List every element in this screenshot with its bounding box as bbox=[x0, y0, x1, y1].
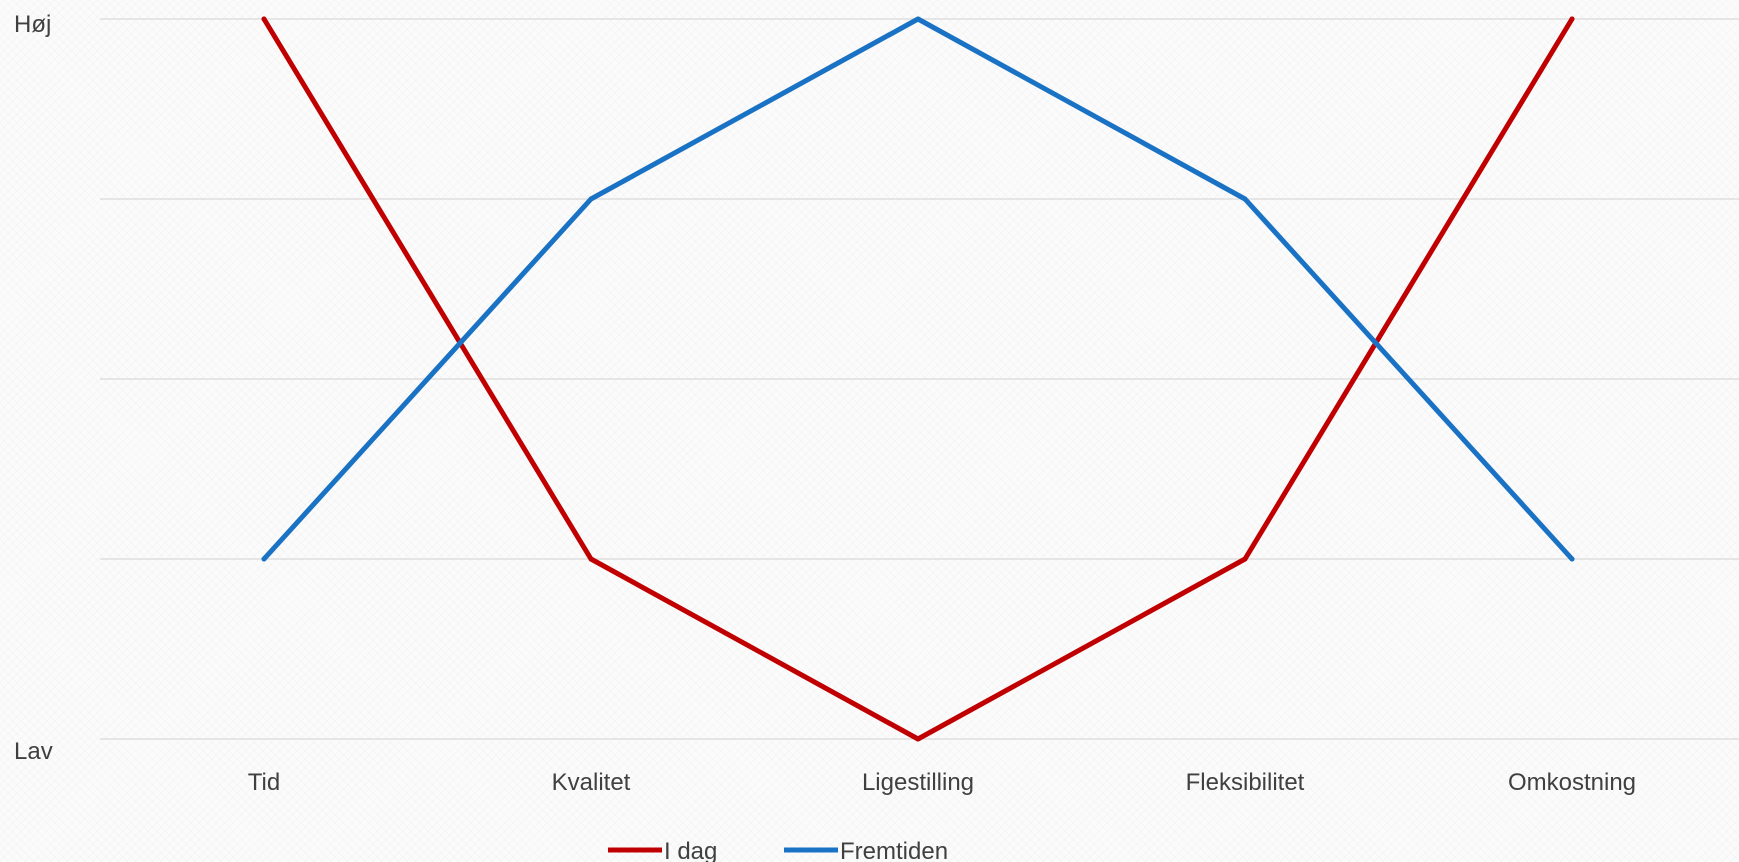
data-point bbox=[261, 16, 267, 22]
x-tick-label: Tid bbox=[248, 769, 280, 796]
legend: I dag Fremtiden bbox=[608, 838, 948, 862]
y-tick-label-high: Høj bbox=[14, 11, 51, 38]
x-tick-label: Kvalitet bbox=[552, 769, 631, 796]
data-point bbox=[915, 736, 921, 742]
legend-label-i-dag: I dag bbox=[664, 838, 717, 862]
y-tick-label-low: Lav bbox=[14, 738, 53, 765]
legend-label-fremtiden: Fremtiden bbox=[840, 838, 948, 862]
data-point bbox=[1242, 196, 1248, 202]
data-point bbox=[1242, 556, 1248, 562]
x-axis-labels: Tid Kvalitet Ligestilling Fleksibilitet Omko… bbox=[248, 769, 1636, 796]
data-point bbox=[1569, 556, 1575, 562]
data-point bbox=[588, 196, 594, 202]
series-lines bbox=[261, 16, 1575, 742]
x-tick-label: Omkostning bbox=[1508, 769, 1636, 796]
data-point bbox=[1569, 16, 1575, 22]
series-line-1 bbox=[261, 16, 1575, 562]
x-tick-label: Ligestilling bbox=[862, 769, 974, 796]
x-tick-label: Fleksibilitet bbox=[1186, 769, 1305, 796]
data-point bbox=[915, 16, 921, 22]
data-point bbox=[261, 556, 267, 562]
data-point bbox=[588, 556, 594, 562]
gridlines bbox=[100, 18, 1739, 740]
